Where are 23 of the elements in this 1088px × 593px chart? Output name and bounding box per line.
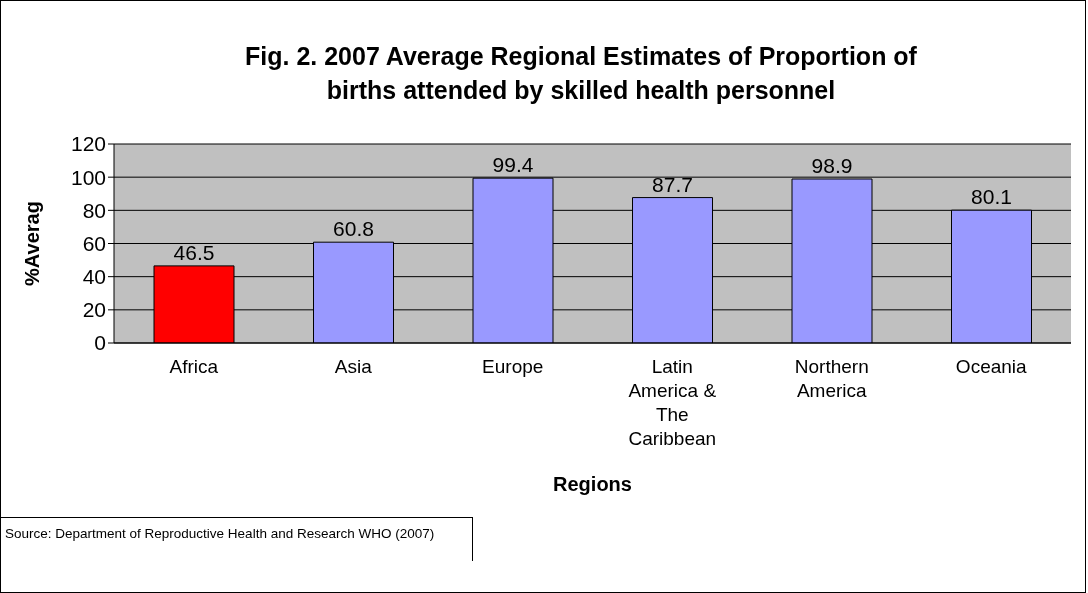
x-axis-title: Regions — [552, 473, 633, 496]
x-tick-label: Europe — [482, 356, 544, 377]
y-axis-title: %Averag — [21, 201, 44, 286]
y-tick-label: 120 — [70, 132, 106, 156]
x-tick-label: Latin America & The Caribbean — [628, 356, 717, 449]
y-tick-label: 0 — [94, 331, 106, 355]
y-tick-label: 20 — [82, 298, 106, 322]
data-label: 80.1 — [971, 185, 1012, 209]
y-tick-label: 40 — [82, 265, 106, 289]
x-tick-label: Oceania — [955, 356, 1028, 377]
data-label: 46.5 — [173, 240, 215, 264]
x-tick-label: Northern America — [794, 356, 869, 401]
x-tick-label: Asia — [334, 356, 373, 377]
y-tick-label: 80 — [82, 198, 106, 222]
chart-title: Fig. 2. 2007 Average Regional Estimates of Proportion of births attended by skilled health personnel — [244, 41, 918, 106]
x-tick-label: Africa — [169, 356, 219, 377]
data-label: 60.8 — [333, 217, 374, 241]
data-label: 98.9 — [811, 153, 853, 177]
data-label: 99.4 — [492, 153, 534, 177]
data-label: 87.7 — [652, 172, 693, 196]
y-tick-label: 100 — [70, 165, 106, 189]
source-note: Source: Department of Reproductive Health and Research WHO (2007) — [1, 517, 473, 561]
y-tick-label: 60 — [82, 231, 106, 255]
